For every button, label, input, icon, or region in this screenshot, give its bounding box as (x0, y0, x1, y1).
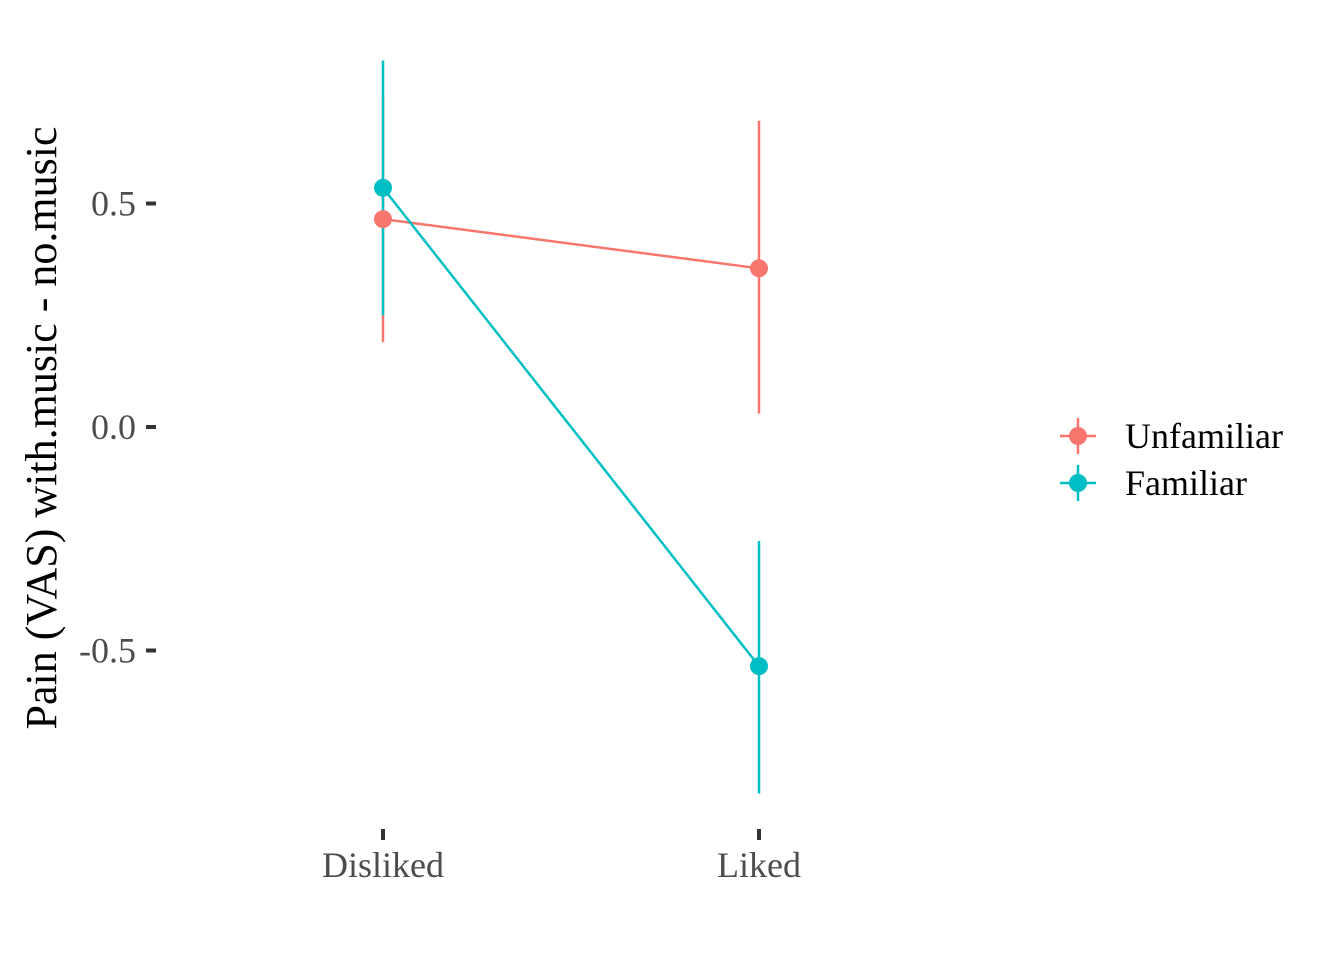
y-tick-label: 0.5 (91, 184, 136, 224)
x-tick-label-disliked: Disliked (322, 845, 444, 885)
y-tick-label: 0.0 (91, 407, 136, 447)
series-line-familiar (382, 187, 760, 667)
series-line-unfamiliar (382, 217, 760, 270)
data-point-familiar (374, 178, 392, 197)
plot-points (374, 178, 768, 676)
y-tick-label: -0.5 (79, 631, 136, 671)
y-axis-label: Pain (VAS) with.music - no.music (17, 127, 66, 730)
legend: Unfamiliar Familiar (1060, 416, 1283, 503)
y-axis: -0.5 0.0 0.5 (79, 184, 156, 671)
legend-key-point-familiar (1069, 474, 1087, 492)
data-point-unfamiliar (374, 210, 392, 229)
data-point-unfamiliar (750, 259, 768, 278)
plot-lines (382, 187, 760, 667)
x-tick-label-liked: Liked (717, 845, 801, 885)
legend-label-unfamiliar: Unfamiliar (1125, 416, 1283, 456)
x-axis: Disliked Liked (322, 829, 801, 885)
legend-key-point-unfamiliar (1069, 427, 1087, 445)
legend-label-familiar: Familiar (1125, 463, 1247, 503)
data-point-familiar (750, 657, 768, 676)
